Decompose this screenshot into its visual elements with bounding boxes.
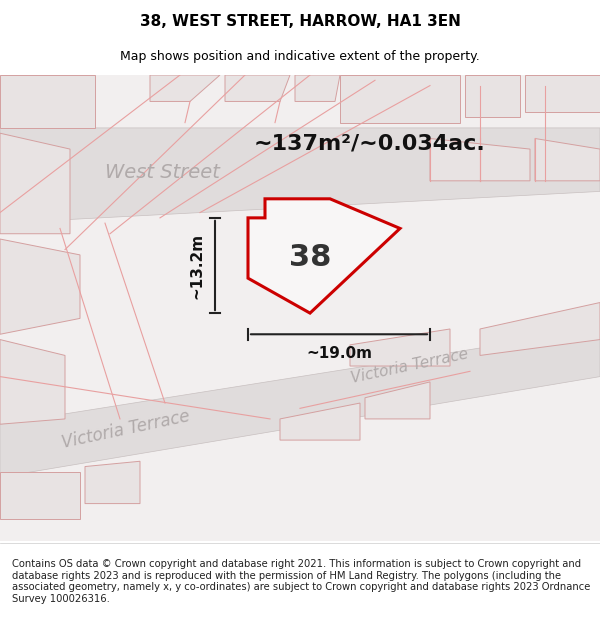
Text: ~137m²/~0.034ac.: ~137m²/~0.034ac. (254, 134, 486, 154)
Polygon shape (525, 75, 600, 112)
Text: West Street: West Street (105, 163, 220, 182)
Polygon shape (0, 133, 70, 234)
Text: ~19.0m: ~19.0m (306, 346, 372, 361)
Polygon shape (295, 75, 340, 101)
Polygon shape (85, 461, 140, 504)
Text: Victoria Terrace: Victoria Terrace (350, 346, 470, 386)
Polygon shape (365, 382, 430, 419)
Polygon shape (280, 403, 360, 440)
Text: Victoria Terrace: Victoria Terrace (60, 407, 191, 452)
Polygon shape (0, 339, 65, 424)
Polygon shape (535, 139, 600, 181)
Polygon shape (248, 199, 400, 313)
Polygon shape (430, 139, 530, 181)
Text: Contains OS data © Crown copyright and database right 2021. This information is : Contains OS data © Crown copyright and d… (12, 559, 590, 604)
Polygon shape (350, 329, 450, 366)
Text: 38: 38 (289, 242, 331, 271)
Text: ~13.2m: ~13.2m (190, 232, 205, 299)
Text: 38, WEST STREET, HARROW, HA1 3EN: 38, WEST STREET, HARROW, HA1 3EN (140, 14, 460, 29)
Polygon shape (0, 128, 600, 223)
Polygon shape (0, 329, 600, 477)
Text: Map shows position and indicative extent of the property.: Map shows position and indicative extent… (120, 50, 480, 62)
Polygon shape (225, 75, 290, 101)
Polygon shape (0, 75, 95, 128)
Polygon shape (0, 239, 80, 334)
Polygon shape (0, 75, 600, 541)
Polygon shape (465, 75, 520, 118)
Polygon shape (0, 472, 80, 519)
Polygon shape (340, 75, 460, 122)
Polygon shape (480, 302, 600, 356)
Polygon shape (150, 75, 220, 101)
